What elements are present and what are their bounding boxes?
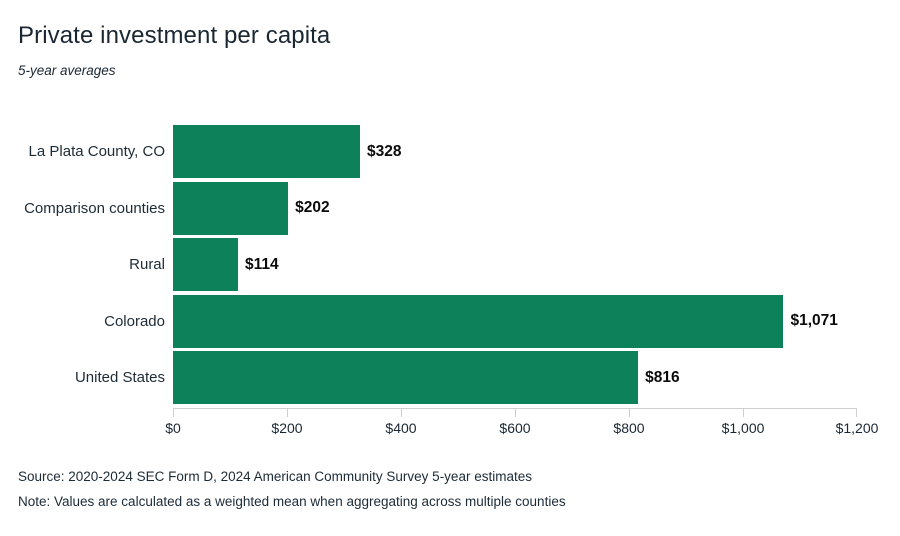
bar-track: $202: [173, 181, 857, 235]
bar: [173, 351, 639, 404]
x-axis-tick: [173, 409, 174, 417]
bar-value-label: $816: [645, 368, 680, 386]
x-axis-labels: $0 $200 $400 $600 $800 $1,000 $1,200: [165, 420, 878, 438]
x-axis-tick: [287, 409, 288, 417]
bar-rows: La Plata County, CO $328 Comparison counti…: [18, 125, 882, 404]
x-axis-tick: [629, 409, 630, 417]
bar-track: $816: [173, 351, 857, 404]
bar-row: La Plata County, CO $328: [18, 125, 882, 178]
bar-track: $328: [173, 125, 857, 178]
bar-value-label: $328: [366, 142, 402, 160]
x-axis-tick-label: $400: [385, 420, 417, 436]
x-axis-tick-label: $200: [271, 420, 303, 436]
source-note: Source: 2020-2024 SEC Form D, 2024 Ameri…: [18, 469, 532, 484]
bar-chart: La Plata County, CO $328 Comparison counti…: [18, 125, 882, 438]
bar-category-label: Colorado: [104, 312, 165, 330]
x-axis-tick-label: $600: [499, 420, 531, 436]
x-axis-line: [173, 408, 857, 417]
bar: [173, 238, 238, 291]
bar-value-label: $114: [244, 255, 279, 273]
chart-subtitle: 5-year averages: [18, 63, 116, 78]
footnote: Note: Values are calculated as a weighte…: [18, 494, 566, 509]
bar-row: Colorado $1,071: [18, 294, 882, 348]
x-axis: $0 $200 $400 $600 $800 $1,000 $1,200: [165, 408, 878, 438]
bar-category-label: Comparison counties: [24, 199, 165, 217]
x-axis-tick: [515, 409, 516, 417]
x-axis-tick: [401, 409, 402, 417]
page-title: Private investment per capita: [18, 22, 331, 49]
bar-track: $114: [173, 238, 857, 291]
x-axis-tick: [743, 409, 744, 417]
x-axis-tick: [856, 409, 857, 417]
footer: Source: 2020-2024 SEC Form D, 2024 Ameri…: [18, 464, 566, 514]
bar-value-label: $202: [295, 199, 330, 216]
bar-category-label: United States: [74, 369, 165, 386]
bar-value-label: $1,071: [790, 312, 838, 329]
bar: [173, 181, 289, 235]
x-axis-tick-label: $800: [613, 420, 645, 436]
x-axis-tick-label: $0: [165, 420, 181, 436]
bar-row: Rural $114: [18, 238, 882, 291]
bar: [173, 294, 784, 348]
bar-track: $1,071: [173, 294, 857, 348]
bar-category-label: Rural: [129, 256, 165, 273]
x-axis-tick-label: $1,200: [835, 420, 879, 436]
x-axis-tick-label: $1,000: [721, 420, 765, 436]
bar-row: United States $816: [18, 351, 882, 404]
bar-category-label: La Plata County, CO: [28, 143, 165, 160]
bar: [173, 125, 360, 178]
bar-row: Comparison counties $202: [18, 181, 882, 235]
